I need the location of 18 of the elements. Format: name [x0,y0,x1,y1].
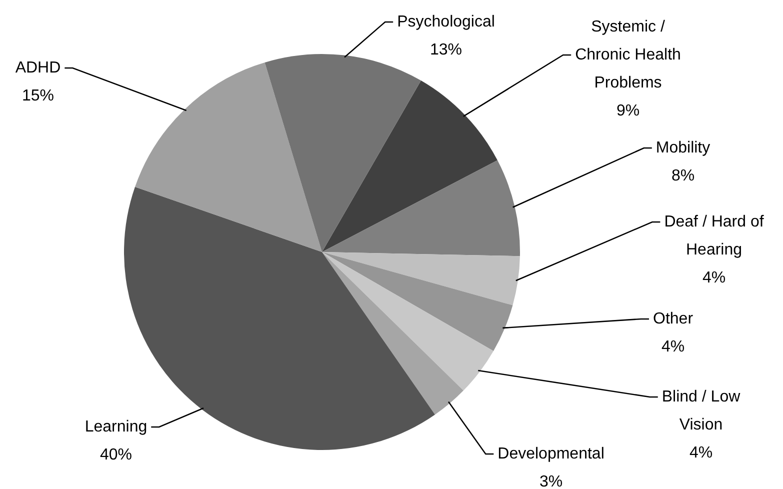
data-label: 9% [616,102,640,120]
data-label: 4% [702,269,726,286]
slice-label: Systemic / Chronic Health Problems [575,18,681,92]
slice-label: Psychological [397,13,495,30]
slice-label: Learning [84,418,148,436]
data-label: 8% [671,167,695,184]
data-label: 40% [100,446,132,464]
data-label: 4% [689,444,713,462]
slice-label: ADHD [15,59,61,76]
data-label: 15% [22,87,54,104]
data-label: 13% [430,41,462,58]
data-label: 4% [661,338,685,356]
slice-label: Developmental [498,445,604,462]
slice-label: Deaf / Hard of Hearing [664,213,764,258]
slice-label: Blind / Low Vision [662,388,741,434]
slice-label: Mobility [656,139,710,156]
slice-label: Other [652,310,694,328]
data-label: 3% [539,473,563,489]
